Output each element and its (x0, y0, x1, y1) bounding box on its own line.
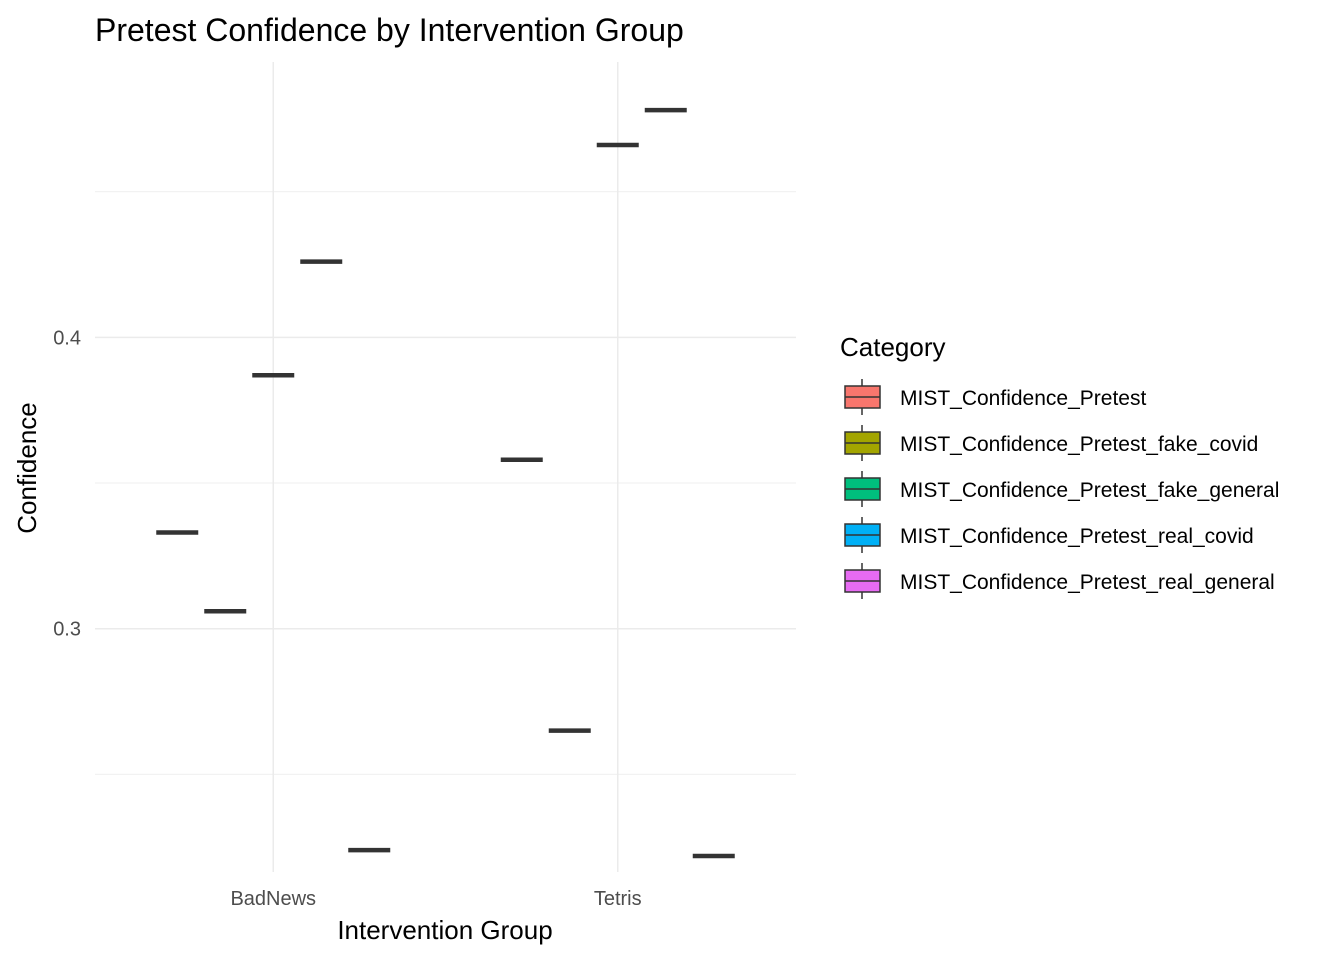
legend-label: MIST_Confidence_Pretest_real_general (900, 571, 1275, 594)
legend-item: MIST_Confidence_Pretest_fake_covid (844, 425, 1258, 461)
box-marks (156, 107, 735, 859)
legend-item: MIST_Confidence_Pretest (844, 379, 1146, 415)
x-axis-ticks: BadNews Tetris (230, 888, 641, 910)
y-tick-label: 0.3 (53, 619, 81, 641)
legend-item: MIST_Confidence_Pretest_real_general (844, 563, 1275, 599)
grid-lines (95, 62, 796, 872)
legend-label: MIST_Confidence_Pretest_real_covid (900, 525, 1254, 548)
x-tick-label: BadNews (230, 888, 316, 910)
legend-title: Category (840, 332, 946, 362)
legend: Category MIST_Confidence_PretestMIST_Con… (840, 332, 1279, 599)
y-tick-label: 0.4 (53, 327, 81, 349)
x-axis-title: Intervention Group (337, 915, 552, 945)
legend-item: MIST_Confidence_Pretest_fake_general (844, 471, 1279, 507)
legend-items: MIST_Confidence_Pretest MIST_Confidence_P… (844, 379, 1279, 599)
legend-label: MIST_Confidence_Pretest_fake_covid (900, 433, 1258, 456)
legend-label: MIST_Confidence_Pretest (900, 387, 1146, 410)
legend-item: MIST_Confidence_Pretest_real_covid (844, 517, 1254, 553)
y-axis-ticks: 0.3 0.4 (53, 327, 81, 640)
chart-title: Pretest Confidence by Intervention Group (95, 12, 684, 48)
legend-label: MIST_Confidence_Pretest_fake_general (900, 479, 1279, 502)
x-tick-label: Tetris (594, 888, 642, 910)
plot-panel (95, 62, 796, 872)
y-axis-title: Confidence (12, 402, 42, 534)
